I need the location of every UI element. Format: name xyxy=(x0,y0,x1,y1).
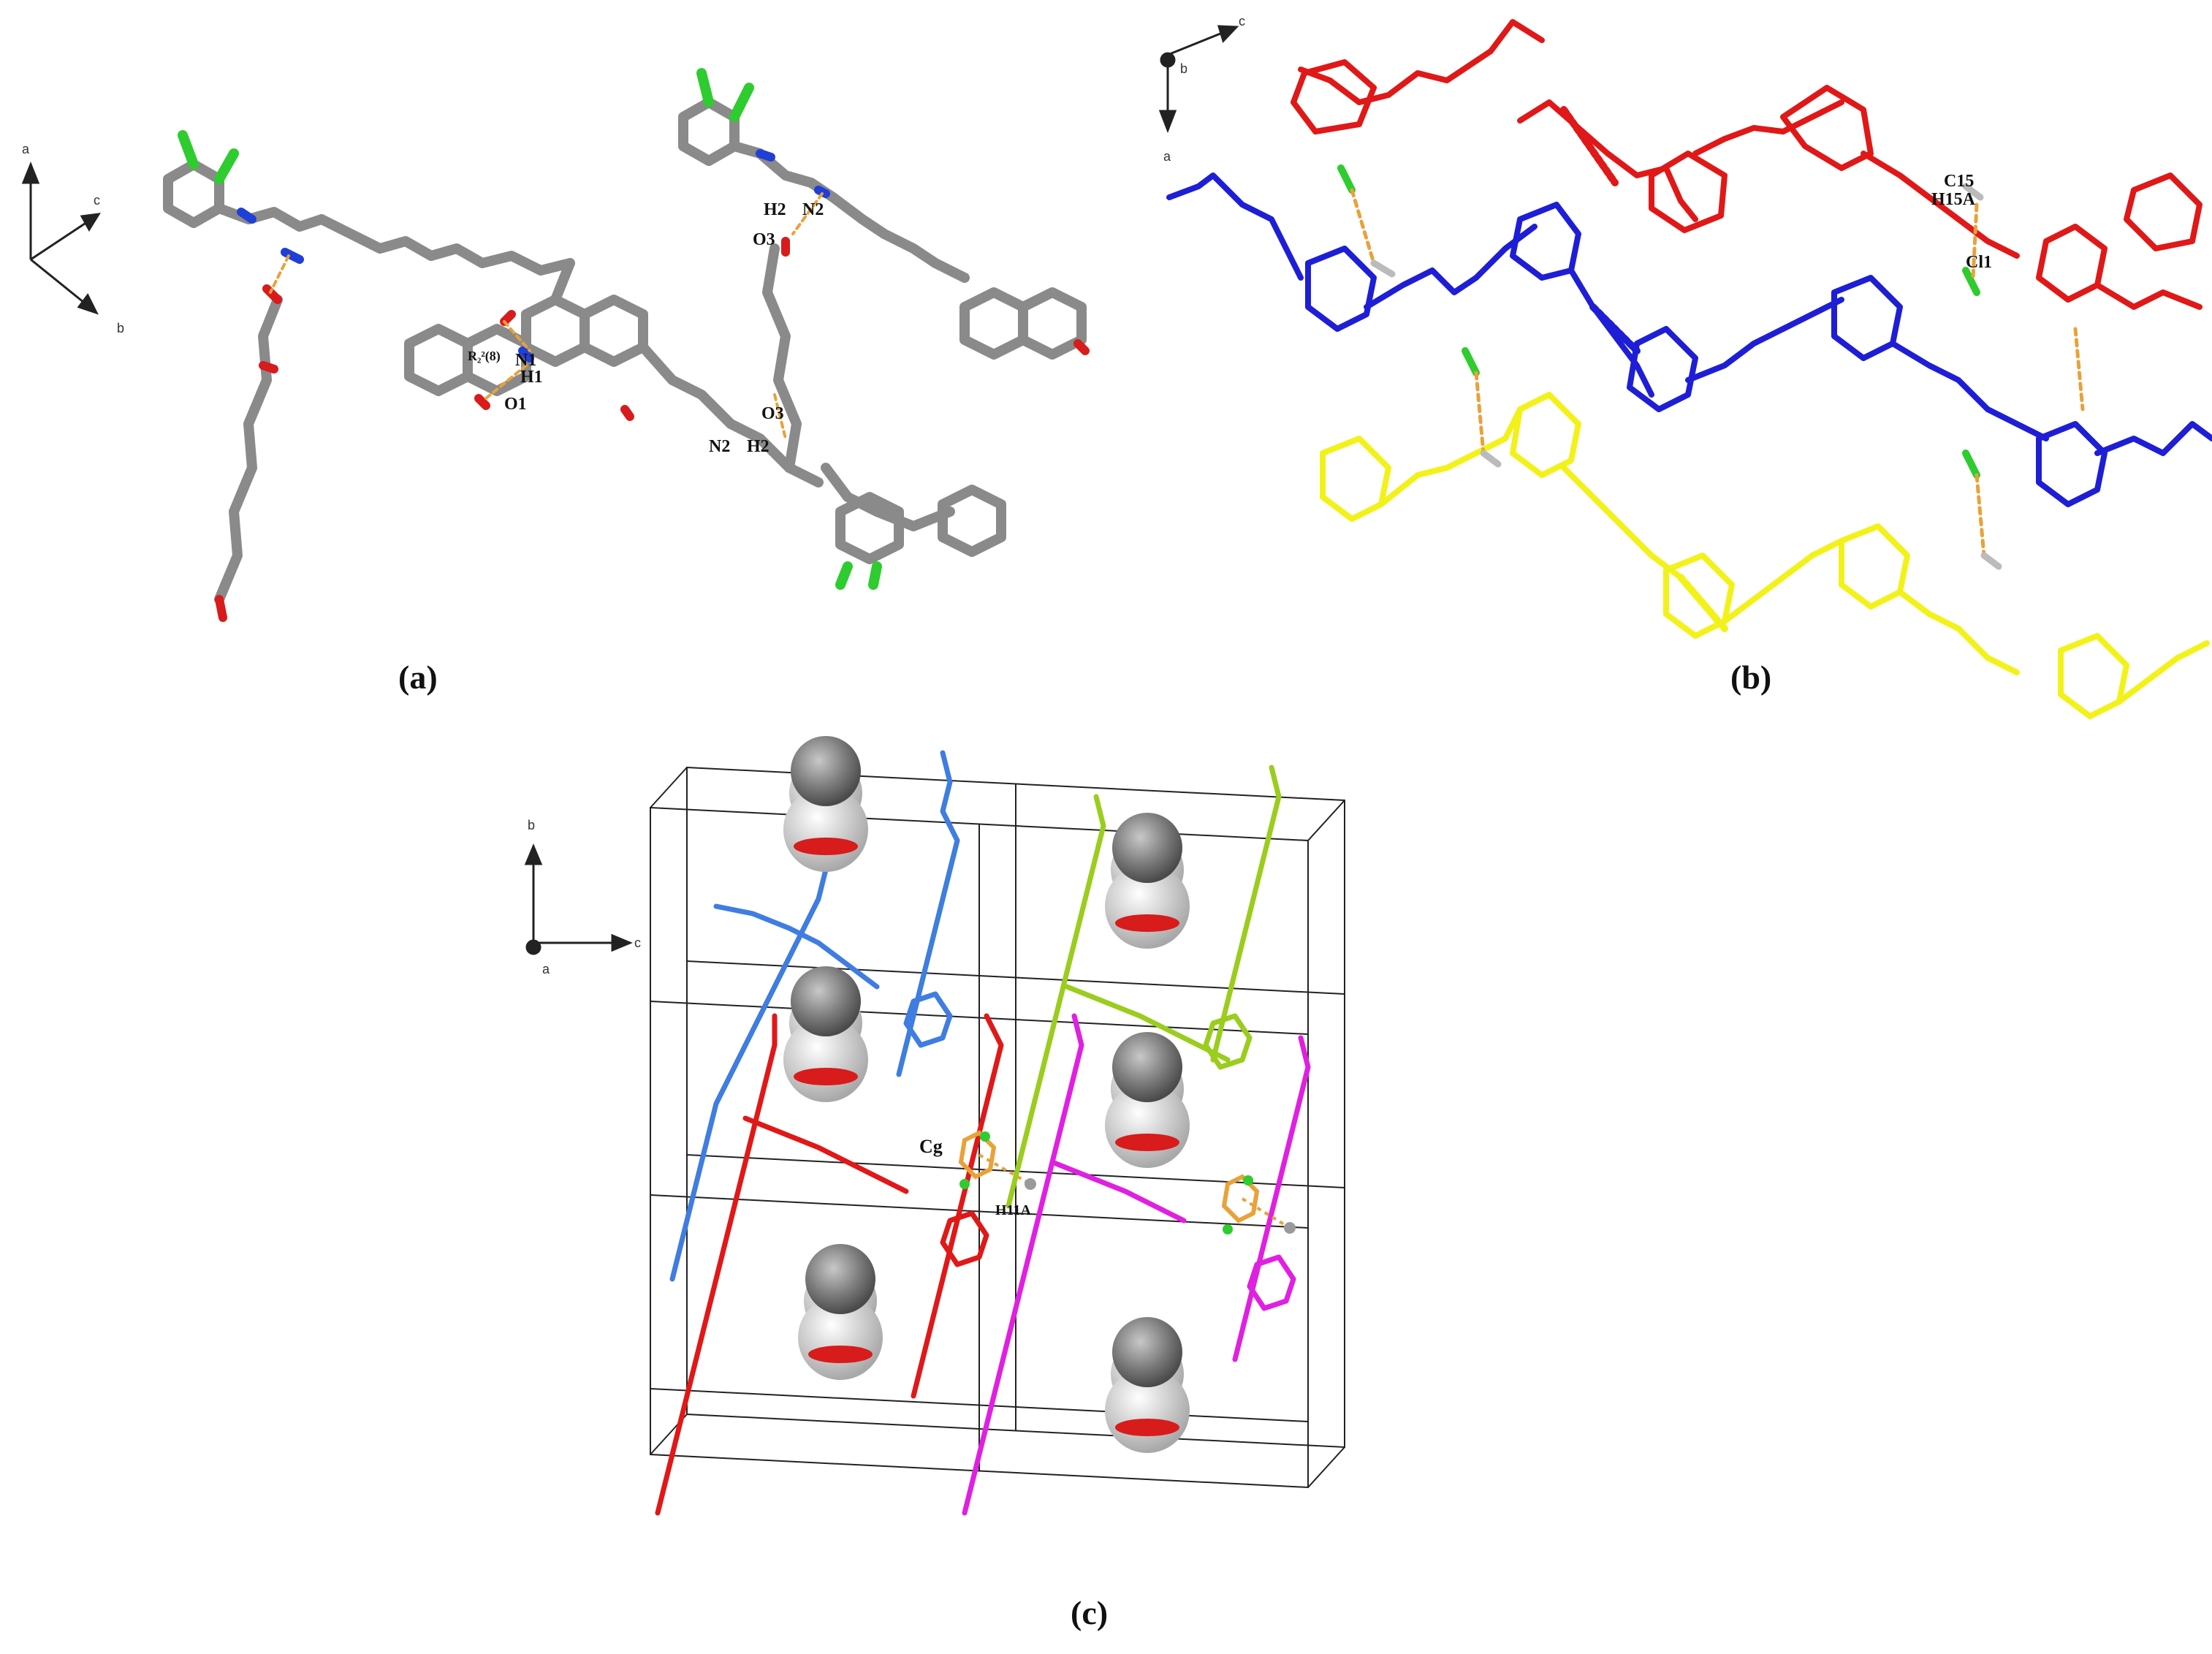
axis-label-a-c: a xyxy=(542,962,550,976)
axis-label-a-b: a xyxy=(1163,149,1171,164)
axis-label-a: a xyxy=(22,142,30,156)
guest-molecule-3 xyxy=(798,1244,883,1380)
chain-yellow-b xyxy=(1320,392,2210,719)
label-n1: N1 xyxy=(515,351,536,370)
axis-label-b: b xyxy=(117,321,124,335)
label-h1: H1 xyxy=(520,368,543,387)
caption-a: (a) xyxy=(398,659,438,696)
molecule-chain-a xyxy=(163,68,1090,622)
guest-molecule-6 xyxy=(1105,1317,1190,1453)
label-n2-top: N2 xyxy=(802,200,824,219)
label-cg: Cg xyxy=(919,1136,943,1157)
axis-triad-c xyxy=(524,843,633,955)
panel-b: c b a xyxy=(1125,0,2212,731)
label-c15: C15 xyxy=(1944,172,1974,191)
chain-magenta-c xyxy=(962,1013,1311,1516)
panel-a-figure: a c b xyxy=(21,68,1090,622)
axis-label-c-c: c xyxy=(634,936,641,950)
axis-triad-b xyxy=(1158,25,1239,134)
cg-ring-left xyxy=(958,1130,1031,1186)
label-n2-bottom: N2 xyxy=(709,437,730,456)
chain-blue-b xyxy=(1166,172,2212,507)
label-cl1: Cl1 xyxy=(1966,253,1992,272)
axis-triad-a xyxy=(21,161,101,315)
axis-label-c: c xyxy=(94,193,100,208)
caption-c: (c) xyxy=(1071,1594,1109,1631)
panel-c-figure: b c a xyxy=(524,736,1345,1516)
caption-b: (b) xyxy=(1730,659,1772,696)
guest-molecule-5 xyxy=(1105,1032,1190,1168)
label-o3-bottom: O3 xyxy=(761,404,784,423)
axis-label-b-b: b xyxy=(1180,61,1187,76)
chain-red-c xyxy=(655,1013,1004,1516)
label-o3-top: O3 xyxy=(753,230,775,249)
cg-ring-right xyxy=(1221,1174,1291,1229)
label-o1: O1 xyxy=(504,395,527,414)
label-h15a: H15A xyxy=(1931,190,1976,209)
guest-molecule-4 xyxy=(1105,813,1190,949)
label-ring-motif: R₂²(8) xyxy=(468,349,501,364)
guest-molecule-2 xyxy=(783,966,868,1102)
unit-cell-wireframe xyxy=(650,766,1345,1489)
panel-b-figure: c b a xyxy=(1158,14,2212,719)
label-h2-bottom: H2 xyxy=(747,437,769,456)
chain-red-b xyxy=(1291,19,2203,310)
guest-molecule-1 xyxy=(783,736,868,872)
axis-label-c-b: c xyxy=(1239,14,1245,29)
label-h2-top: H2 xyxy=(764,200,786,219)
chain-lime-c xyxy=(1006,765,1282,1209)
axis-label-b-c: b xyxy=(528,818,535,832)
panel-a: a c b xyxy=(0,0,1096,702)
panel-c: b c a xyxy=(497,709,1695,1654)
label-h11a: H11A xyxy=(995,1202,1031,1218)
